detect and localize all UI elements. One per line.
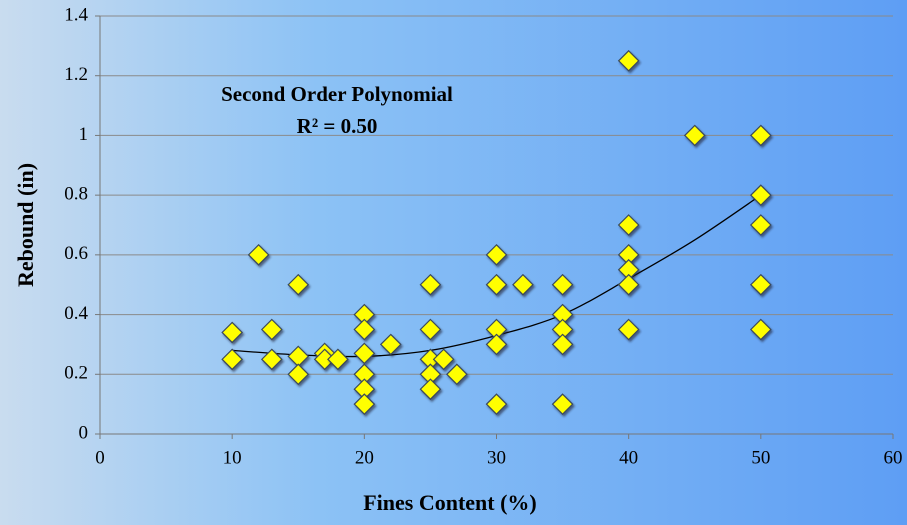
- point: [683, 124, 706, 147]
- y-tick-label: 1: [79, 124, 89, 145]
- point: [551, 333, 574, 356]
- point: [419, 273, 442, 296]
- x-axis-label: Fines Content (%): [363, 490, 537, 515]
- point: [353, 342, 376, 365]
- point: [260, 348, 283, 371]
- y-axis-label: Rebound (in): [13, 163, 38, 287]
- point: [749, 318, 772, 341]
- point: [432, 348, 455, 371]
- point: [617, 49, 640, 72]
- point: [485, 273, 508, 296]
- x-tick-label: 10: [223, 447, 242, 468]
- x-tick-label: 30: [487, 447, 506, 468]
- point: [512, 273, 534, 296]
- point: [287, 273, 310, 296]
- y-tick-label: 0.8: [64, 184, 88, 205]
- point: [379, 333, 402, 356]
- annotation: Second Order Polynomial: [221, 82, 453, 106]
- point: [617, 318, 640, 341]
- point: [749, 124, 772, 147]
- point: [419, 378, 442, 401]
- point: [446, 363, 468, 386]
- point: [551, 393, 574, 415]
- point: [287, 363, 310, 386]
- x-tick-label: 20: [355, 447, 374, 468]
- point: [419, 318, 442, 341]
- point: [617, 273, 640, 296]
- x-tick-label: 60: [884, 447, 903, 468]
- point: [353, 393, 376, 415]
- annotation: R² = 0.50: [297, 114, 378, 138]
- point: [221, 348, 244, 371]
- x-tick-label: 40: [619, 447, 638, 468]
- point: [485, 244, 508, 266]
- point: [221, 321, 244, 344]
- y-tick-label: 0.4: [64, 303, 88, 324]
- point: [749, 184, 772, 206]
- point: [485, 333, 508, 356]
- point: [260, 318, 283, 341]
- y-tick-label: 0: [79, 422, 89, 443]
- point: [749, 214, 772, 236]
- point: [617, 214, 640, 236]
- point: [327, 348, 349, 371]
- y-tick-label: 1.4: [64, 4, 88, 25]
- point: [551, 273, 574, 296]
- x-tick-label: 0: [95, 447, 105, 468]
- y-tick-label: 0.2: [64, 363, 88, 384]
- point: [485, 393, 508, 415]
- point: [247, 244, 270, 266]
- y-tick-label: 0.6: [64, 243, 88, 264]
- point: [353, 318, 376, 341]
- x-tick-label: 50: [751, 447, 770, 468]
- y-tick-label: 1.2: [64, 64, 88, 85]
- point: [749, 273, 772, 296]
